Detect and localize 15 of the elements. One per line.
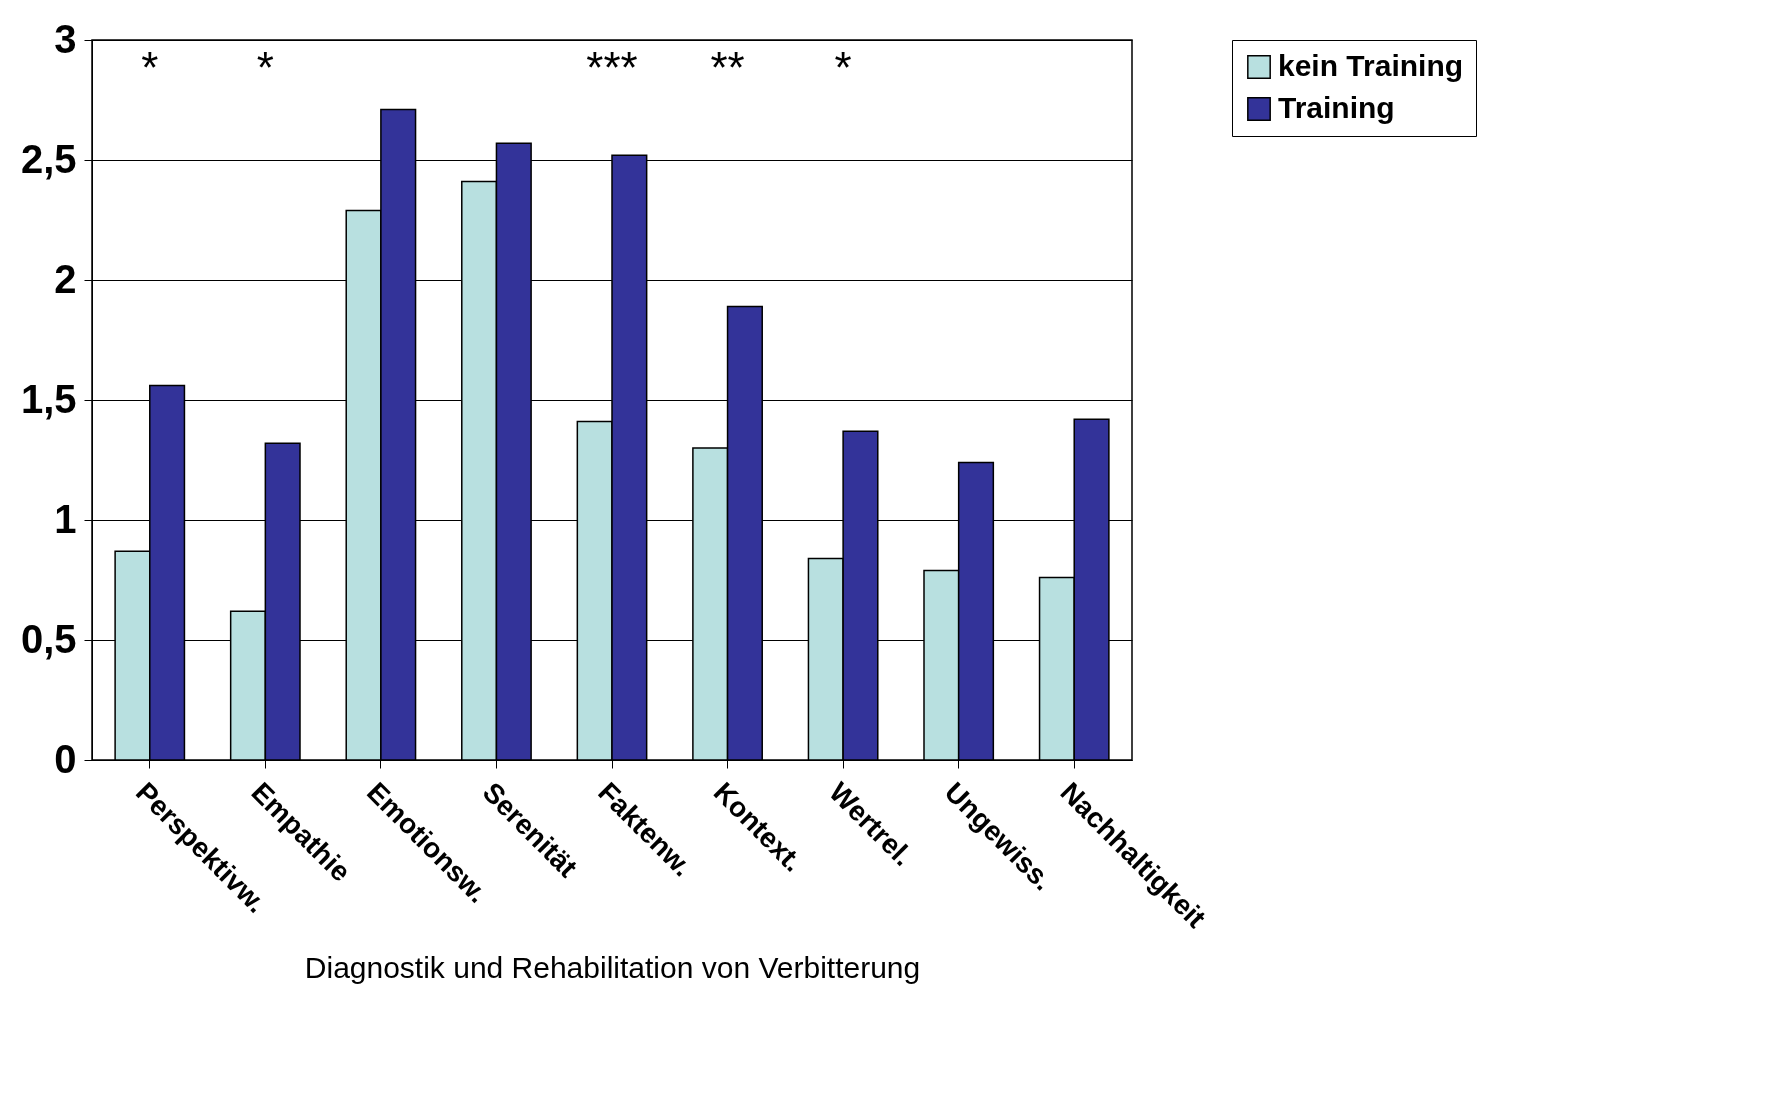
y-tick-label: 1 (54, 496, 77, 541)
y-tick-label: 1,5 (20, 376, 77, 421)
y-tick-label: 2 (54, 256, 77, 301)
annotation: * (141, 43, 159, 92)
y-tick-label: 2,5 (20, 136, 77, 181)
legend-label: Training (1278, 91, 1395, 124)
y-tick-label: 0,5 (20, 616, 77, 661)
annotation: ** (710, 43, 745, 92)
legend-label: kein Training (1278, 49, 1464, 82)
x-axis-title: Diagnostik und Rehabilitation von Verbitterung (304, 950, 921, 984)
annotation: *** (586, 43, 638, 92)
y-tick-label: 0 (54, 736, 77, 781)
annotation: * (256, 43, 274, 92)
y-tick-label: 3 (54, 16, 77, 61)
annotation: * (834, 43, 852, 92)
